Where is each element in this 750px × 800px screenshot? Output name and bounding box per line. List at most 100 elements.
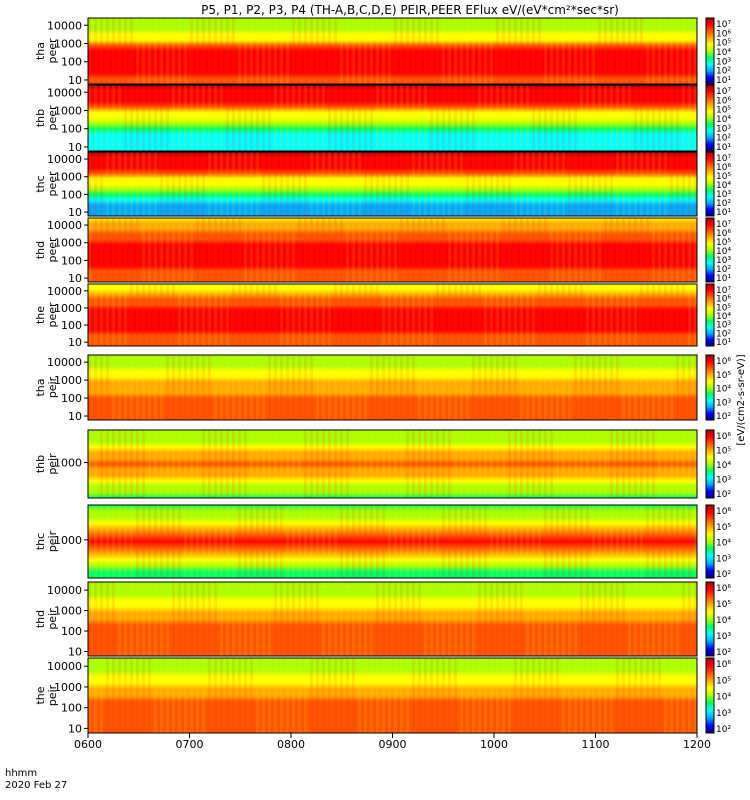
colorbar-tick-label: 10² [716, 329, 731, 339]
colorbar-tick-label: 10² [716, 67, 731, 77]
colorbar-tick-label: 10¹ [716, 338, 731, 348]
colorbar-tick-label: 10⁵ [716, 600, 731, 610]
y-label-type: peir [46, 453, 59, 475]
colorbar-tick-label: 10⁶ [716, 29, 731, 39]
colorbar-tick-label: 10³ [716, 554, 731, 564]
colorbar-tick-label: 10² [716, 412, 731, 422]
colorbar-tick-label: 10³ [716, 256, 731, 266]
colorbar [705, 217, 715, 283]
y-tick-label: 1000 [54, 104, 82, 117]
colorbar-tick-label: 10³ [716, 57, 731, 67]
colorbar-tick-label: 10¹ [716, 274, 731, 284]
y-tick-label: 10000 [47, 86, 82, 99]
figure-title: P5, P1, P2, P3, P4 (TH-A,B,C,D,E) PEIR,P… [201, 3, 619, 17]
y-tick-label: 100 [61, 392, 82, 405]
heatmap [88, 218, 697, 282]
heatmap [88, 505, 697, 578]
colorbar-tick-label: 10⁷ [716, 20, 731, 30]
x-axis-date: 2020 Feb 27 [5, 780, 67, 791]
y-tick-label: 10 [68, 206, 82, 219]
colorbar-tick-label: 10⁵ [716, 523, 731, 533]
panel-the-peer: 10000 1000 100 10 the peer 10⁷10⁶10⁵10⁴10³10²1… [34, 283, 731, 349]
y-tick-label: 100 [61, 188, 82, 201]
y-label-probe: thc [34, 533, 47, 550]
colorbar-tick-label: 10⁴ [716, 616, 731, 626]
colorbar [705, 429, 715, 499]
colorbar-tick-label: 10³ [716, 398, 731, 408]
y-tick-label: 10000 [47, 584, 82, 597]
colorbar-tick-label: 10⁴ [716, 181, 731, 191]
y-tick-label: 1000 [54, 302, 82, 315]
colorbar [705, 84, 715, 152]
y-tick-label: 10000 [47, 219, 82, 232]
y-label-probe: tha [34, 42, 47, 60]
colorbar-tick-label: 10⁵ [716, 39, 731, 49]
y-tick-label: 10000 [47, 660, 82, 673]
y-tick-label: 10000 [47, 285, 82, 298]
colorbar [705, 283, 715, 347]
colorbar-tick-label: 10⁴ [716, 385, 731, 395]
colorbar-tick-label: 10⁶ [716, 96, 731, 106]
panel-tha-peir: 10000 1000 100 10 tha peir 10⁶ 10⁵ 10⁴ 10³ 10² [34, 354, 731, 423]
panel-tha-peer: 10000 1000 100 10 tha peer 10⁷10⁶10⁵10⁴10³10²1… [34, 17, 731, 87]
y-tick-label: 1000 [54, 171, 82, 184]
y-tick-label: 1000 [54, 37, 82, 50]
colorbar-tick-label: 10⁴ [716, 247, 731, 257]
colorbar-tick-label: 10⁴ [716, 539, 731, 549]
y-tick-label: 10000 [47, 153, 82, 166]
colorbar-tick-label: 10³ [716, 124, 731, 134]
colorbar-tick-label: 10⁵ [716, 172, 731, 182]
colorbar [705, 581, 715, 657]
y-tick-label: 10000 [47, 356, 82, 369]
y-label-probe: thb [34, 109, 47, 127]
colorbar-tick-label: 10⁶ [716, 295, 731, 305]
panel-the-peir: 10000 1000 100 10 the peir 10⁶ 10⁵ 10⁴ 10³ 10² [34, 657, 731, 735]
colorbar-tick-label: 10¹ [716, 143, 731, 153]
y-tick-label: 100 [61, 319, 82, 332]
panel-thd-peir: 10000 1000 100 10 thd peir 10⁶ 10⁵ 10⁴ 10³ 10² [34, 581, 731, 658]
y-label-type: peir [46, 608, 59, 630]
y-label-probe: thd [34, 241, 47, 259]
colorbar-tick-label: 10⁷ [716, 220, 731, 230]
colorbar-tick-label: 10⁶ [716, 584, 731, 594]
colorbar-tick-label: 10³ [716, 632, 731, 642]
heatmap [88, 284, 697, 346]
x-axis: 0600 0700 0800 0900 1000 1100 1200 [74, 733, 711, 751]
y-tick-label: 10 [68, 645, 82, 658]
y-tick-label: 1000 [54, 681, 82, 694]
y-label-probe: the [34, 686, 47, 704]
y-label-probe: thc [34, 175, 47, 192]
colorbar [705, 354, 715, 421]
colorbar-tick-label: 10⁵ [716, 106, 731, 116]
x-tick-label: 0700 [176, 738, 204, 751]
y-label-type: peer [46, 171, 59, 197]
panel-thc-peer: 10000 1000 100 10 thc peer 10⁷10⁶10⁵10⁴10³10²1… [34, 151, 731, 219]
y-tick-label: 10 [68, 272, 82, 285]
x-tick-label: 0800 [277, 738, 305, 751]
colorbar-tick-label: 10⁷ [716, 154, 731, 164]
colorbar-tick-label: 10⁶ [716, 163, 731, 173]
y-tick-label: 100 [61, 702, 82, 715]
colorbar [705, 657, 715, 734]
panel-thd-peer: 10000 1000 100 10 thd peer 10⁷10⁶10⁵10⁴10³10²1… [34, 217, 731, 285]
colorbar-tick-label: 10⁶ [716, 229, 731, 239]
y-tick-label: 100 [61, 625, 82, 638]
colorbar-tick-label: 10⁶ [716, 357, 731, 367]
colorbar-tick-label: 10⁴ [716, 693, 731, 703]
panel-thb-peer: 10000 1000 100 10 thb peer 10⁷10⁶10⁵10⁴10³10²1… [34, 84, 731, 154]
colorbar-tick-label: 10⁵ [716, 371, 731, 381]
colorbar-tick-label: 10⁶ [716, 507, 731, 517]
colorbar-tick-label: 10² [716, 134, 731, 144]
colorbar [705, 17, 715, 85]
colorbar-tick-label: 10² [716, 725, 731, 735]
y-tick-label: 10 [68, 722, 82, 735]
heatmap [88, 85, 697, 151]
colorbar-tick-label: 10⁴ [716, 461, 731, 471]
y-label-type: peer [46, 105, 59, 131]
y-tick-label: 1000 [54, 534, 82, 547]
colorbar-tick-label: 10⁶ [716, 432, 731, 442]
colorbar-tick-label: 10⁴ [716, 312, 731, 322]
y-tick-label: 100 [61, 123, 82, 136]
